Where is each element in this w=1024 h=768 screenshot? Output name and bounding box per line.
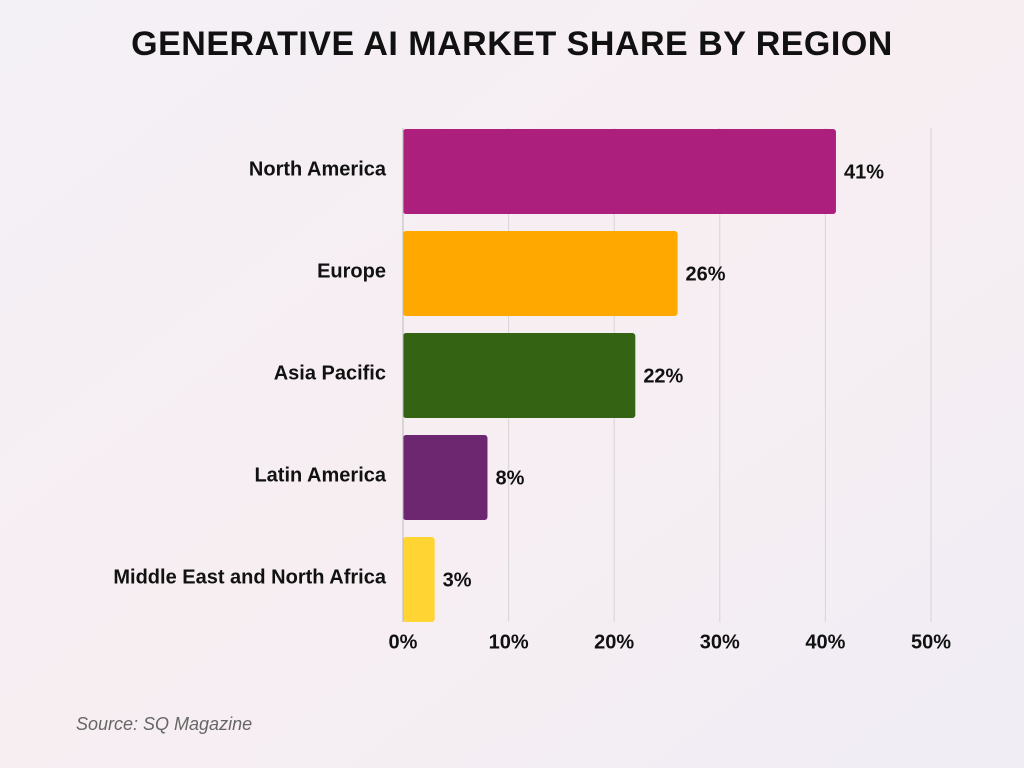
x-tick-label: 10%	[489, 631, 529, 653]
x-tick-label: 40%	[805, 631, 845, 653]
value-label: 26%	[686, 263, 726, 285]
bar	[403, 435, 488, 520]
bar	[403, 231, 678, 316]
bar	[403, 537, 435, 622]
bar	[403, 333, 636, 418]
y-tick-label: Asia Pacific	[274, 362, 386, 384]
value-label: 22%	[643, 365, 683, 387]
y-tick-label: Middle East and North Africa	[113, 566, 387, 588]
x-tick-label: 0%	[389, 631, 418, 653]
y-tick-label: Europe	[317, 260, 386, 282]
x-tick-label: 20%	[594, 631, 634, 653]
bar	[403, 129, 836, 214]
value-label: 3%	[443, 569, 472, 591]
chart-title: GENERATIVE AI MARKET SHARE BY REGION	[131, 25, 893, 63]
x-tick-label: 30%	[700, 631, 740, 653]
value-label: 8%	[495, 467, 524, 489]
y-tick-label: Latin America	[254, 464, 386, 486]
y-tick-label: North America	[249, 158, 387, 180]
x-tick-label: 50%	[911, 631, 951, 653]
source-note: Source: SQ Magazine	[76, 714, 252, 734]
value-label: 41%	[844, 161, 884, 183]
